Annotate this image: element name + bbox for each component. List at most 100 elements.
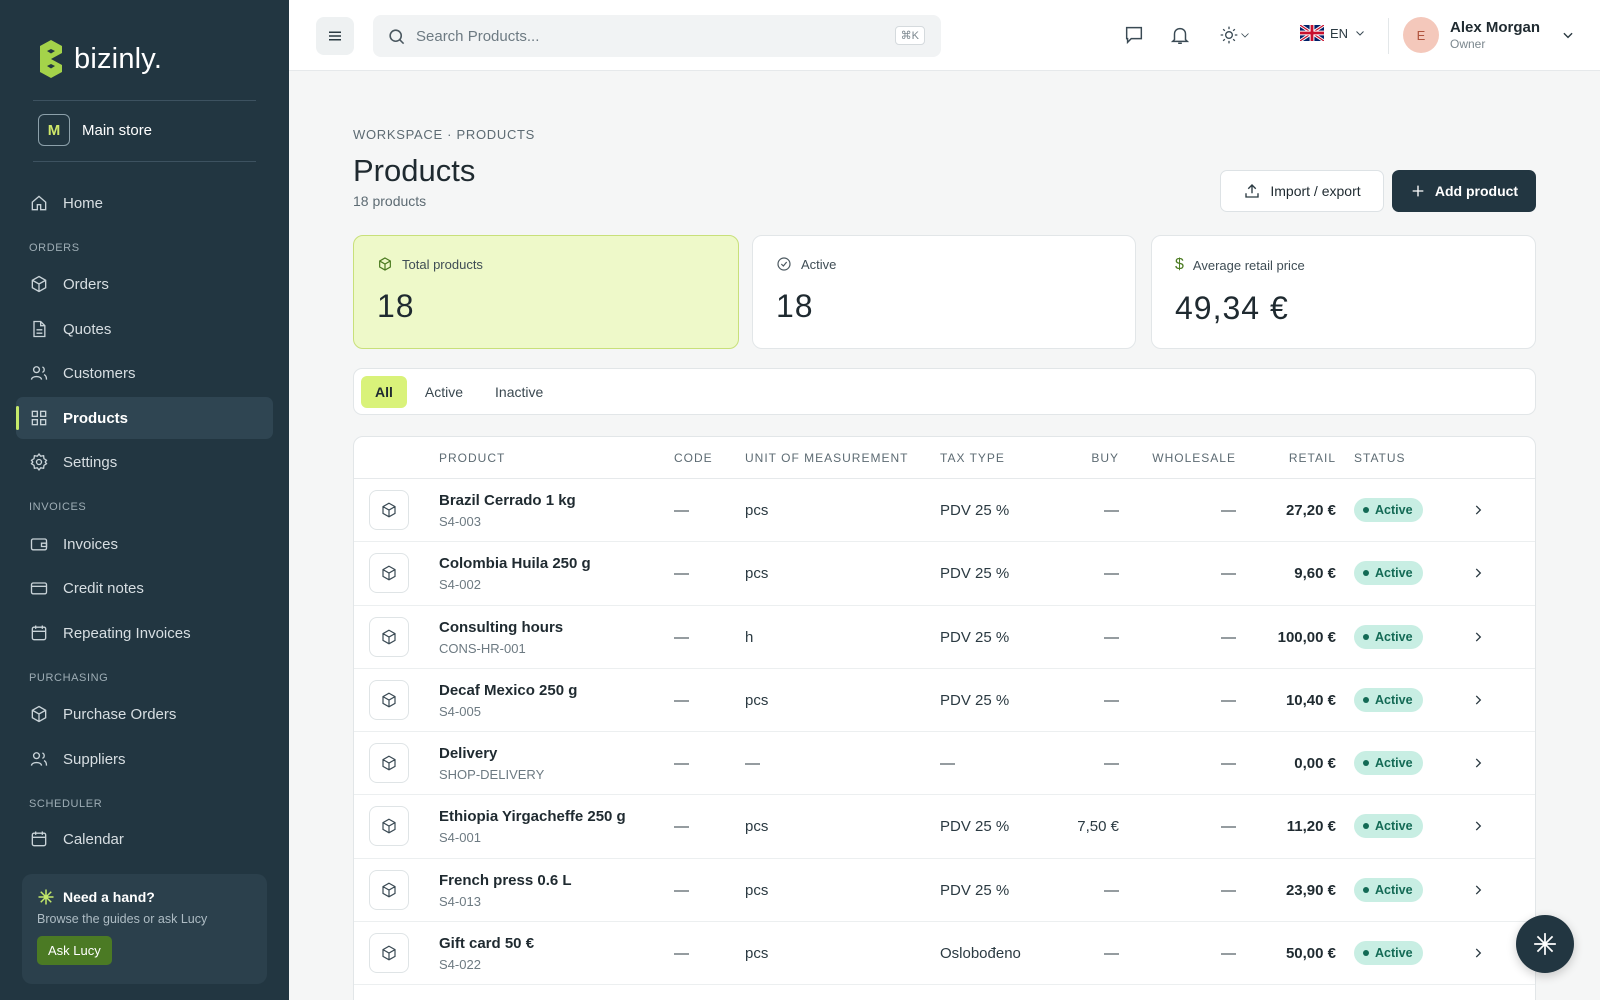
- column-header-product[interactable]: PRODUCT: [439, 451, 506, 465]
- column-header-wholesale[interactable]: WHOLESALE: [1152, 451, 1236, 465]
- product-name[interactable]: Consulting hours: [439, 618, 564, 636]
- chevron-right-icon[interactable]: [1471, 883, 1485, 897]
- store-switcher[interactable]: M Main store: [38, 114, 152, 146]
- user-menu[interactable]: E Alex Morgan Owner: [1403, 17, 1575, 53]
- sidebar-item-invoices[interactable]: Invoices: [16, 523, 273, 565]
- product-name[interactable]: French press 0.6 L: [439, 871, 572, 889]
- sidebar-item-customers[interactable]: Customers: [16, 352, 273, 394]
- sidebar-item-suppliers[interactable]: Suppliers: [16, 738, 273, 780]
- users-icon: [30, 366, 48, 380]
- ask-lucy-button[interactable]: Ask Lucy: [37, 936, 112, 965]
- product-name[interactable]: Ethiopia Yirgacheffe 250 g: [439, 808, 626, 826]
- column-header-status[interactable]: STATUS: [1354, 451, 1406, 465]
- tab-all[interactable]: All: [361, 375, 407, 408]
- sidebar-item-settings[interactable]: Settings: [16, 441, 273, 483]
- table-row[interactable]: Delivery SHOP-DELIVERY — — — — — 0,00 € Active: [354, 732, 1535, 796]
- search-input[interactable]: [416, 27, 886, 45]
- chevron-down-icon: [1563, 32, 1573, 39]
- sparkle-icon: [38, 889, 54, 905]
- ai-assistant-button[interactable]: [1516, 915, 1574, 973]
- table-row[interactable]: Colombia Huila 250 g S4-002 — pcs PDV 25 % — —…: [354, 542, 1535, 606]
- stat-label: Total products: [402, 256, 483, 272]
- add-product-button[interactable]: Add product: [1392, 170, 1536, 212]
- tab-active[interactable]: Active: [424, 383, 464, 400]
- hamburger-icon: [329, 31, 341, 41]
- notifications-button[interactable]: [1168, 23, 1192, 47]
- chevron-right-icon[interactable]: [1471, 693, 1485, 707]
- sidebar-item-products[interactable]: Products: [16, 397, 273, 439]
- column-header-retail[interactable]: RETAIL: [1288, 451, 1336, 465]
- search-bar: ⌘K: [373, 15, 941, 57]
- chevron-right-icon[interactable]: [1471, 946, 1485, 960]
- sidebar-item-credit-notes[interactable]: Credit notes: [16, 567, 273, 609]
- status-badge: Active: [1354, 624, 1423, 649]
- product-buy: —: [1104, 945, 1119, 963]
- sidebar-item-calendar[interactable]: Calendar: [16, 818, 273, 860]
- table-row[interactable]: Ethiopia Yirgacheffe 250 g S4-001 — pcs PDV …: [354, 795, 1535, 859]
- nav-section-scheduler: SCHEDULER: [29, 798, 103, 810]
- sidebar-item-home[interactable]: Home: [16, 182, 273, 224]
- product-unit: pcs: [745, 945, 769, 963]
- product-retail: 50,00 €: [1285, 945, 1336, 963]
- bell-icon: [1170, 27, 1190, 44]
- product-buy: —: [1104, 565, 1119, 583]
- import-export-button[interactable]: Import / export: [1220, 170, 1384, 212]
- product-retail: 9,60 €: [1294, 565, 1336, 583]
- product-wholesale: —: [1221, 881, 1236, 899]
- chevron-right-icon[interactable]: [1471, 756, 1485, 770]
- sidebar-item-purchase-orders[interactable]: Purchase Orders: [16, 693, 273, 735]
- product-code: —: [674, 628, 689, 646]
- tab-inactive[interactable]: Inactive: [495, 383, 544, 400]
- chevron-right-icon[interactable]: [1471, 819, 1485, 833]
- table-row[interactable]: Decaf Mexico 250 g S4-005 — pcs PDV 25 % — — 10…: [354, 669, 1535, 733]
- product-retail: 100,00 €: [1277, 628, 1336, 646]
- chevron-right-icon[interactable]: [1471, 566, 1485, 580]
- sidebar-item-repeating-invoices[interactable]: Repeating Invoices: [16, 612, 273, 654]
- bizinly-logo[interactable]: bizinly.: [36, 40, 162, 78]
- status-dot: [1363, 570, 1369, 577]
- column-header-code[interactable]: CODE: [674, 451, 713, 465]
- user-name: Alex Morgan: [1450, 19, 1541, 36]
- box-icon: [382, 565, 396, 581]
- chevron-right-icon[interactable]: [1471, 630, 1485, 644]
- menu-toggle-button[interactable]: [316, 17, 354, 55]
- column-header-tax[interactable]: TAX TYPE: [940, 451, 1005, 465]
- product-name[interactable]: Delivery: [439, 745, 498, 763]
- product-name[interactable]: Gift card 50 €: [439, 935, 535, 953]
- status-dot: [1363, 886, 1369, 893]
- stat-card-active: Active 18: [752, 235, 1136, 349]
- theme-toggle[interactable]: [1211, 23, 1259, 47]
- chevron-right-icon[interactable]: [1471, 503, 1485, 517]
- sidebar-item-quotes[interactable]: Quotes: [16, 308, 273, 350]
- product-name[interactable]: Colombia Huila 250 g: [439, 555, 591, 573]
- messages-button[interactable]: [1122, 23, 1146, 47]
- box-icon: [379, 257, 391, 271]
- table-row[interactable]: Consulting hours CONS-HR-001 — h PDV 25 % — — 1…: [354, 606, 1535, 669]
- help-subtitle: Browse the guides or ask Lucy: [37, 912, 208, 926]
- product-sku: S4-001: [439, 830, 481, 846]
- table-body: Brazil Cerrado 1 kg S4-003 — pcs PDV 25 % — — 2…: [354, 479, 1535, 986]
- sidebar-item-label: Products: [63, 409, 129, 427]
- table-row[interactable]: French press 0.6 L S4-013 — pcs PDV 25 % — — 23…: [354, 859, 1535, 923]
- product-buy: —: [1104, 628, 1119, 646]
- product-unit: pcs: [745, 881, 769, 899]
- product-code: —: [674, 881, 689, 899]
- sidebar-item-orders[interactable]: Orders: [16, 263, 273, 305]
- product-name[interactable]: Brazil Cerrado 1 kg: [439, 492, 576, 509]
- status-label: Active: [1375, 946, 1413, 961]
- table-row[interactable]: Brazil Cerrado 1 kg S4-003 — pcs PDV 25 % — — 2…: [354, 479, 1535, 543]
- table-row[interactable]: Gift card 50 € S4-022 — pcs Oslobođeno — — 50,0…: [354, 922, 1535, 986]
- column-header-buy[interactable]: BUY: [1091, 451, 1119, 465]
- column-header-unit[interactable]: UNIT OF MEASUREMENT: [745, 451, 909, 465]
- status-badge: Active: [1354, 751, 1423, 776]
- product-unit: pcs: [745, 818, 769, 836]
- product-wholesale: —: [1221, 628, 1236, 646]
- language-selector[interactable]: EN: [1300, 25, 1366, 41]
- help-title: Need a hand?: [63, 889, 155, 905]
- upload-icon: [1245, 184, 1260, 198]
- check-circle-icon: [777, 257, 791, 271]
- product-name[interactable]: Decaf Mexico 250 g: [439, 681, 578, 699]
- document-icon: [33, 320, 46, 338]
- status-label: Active: [1375, 629, 1413, 644]
- box-icon: [382, 692, 396, 708]
